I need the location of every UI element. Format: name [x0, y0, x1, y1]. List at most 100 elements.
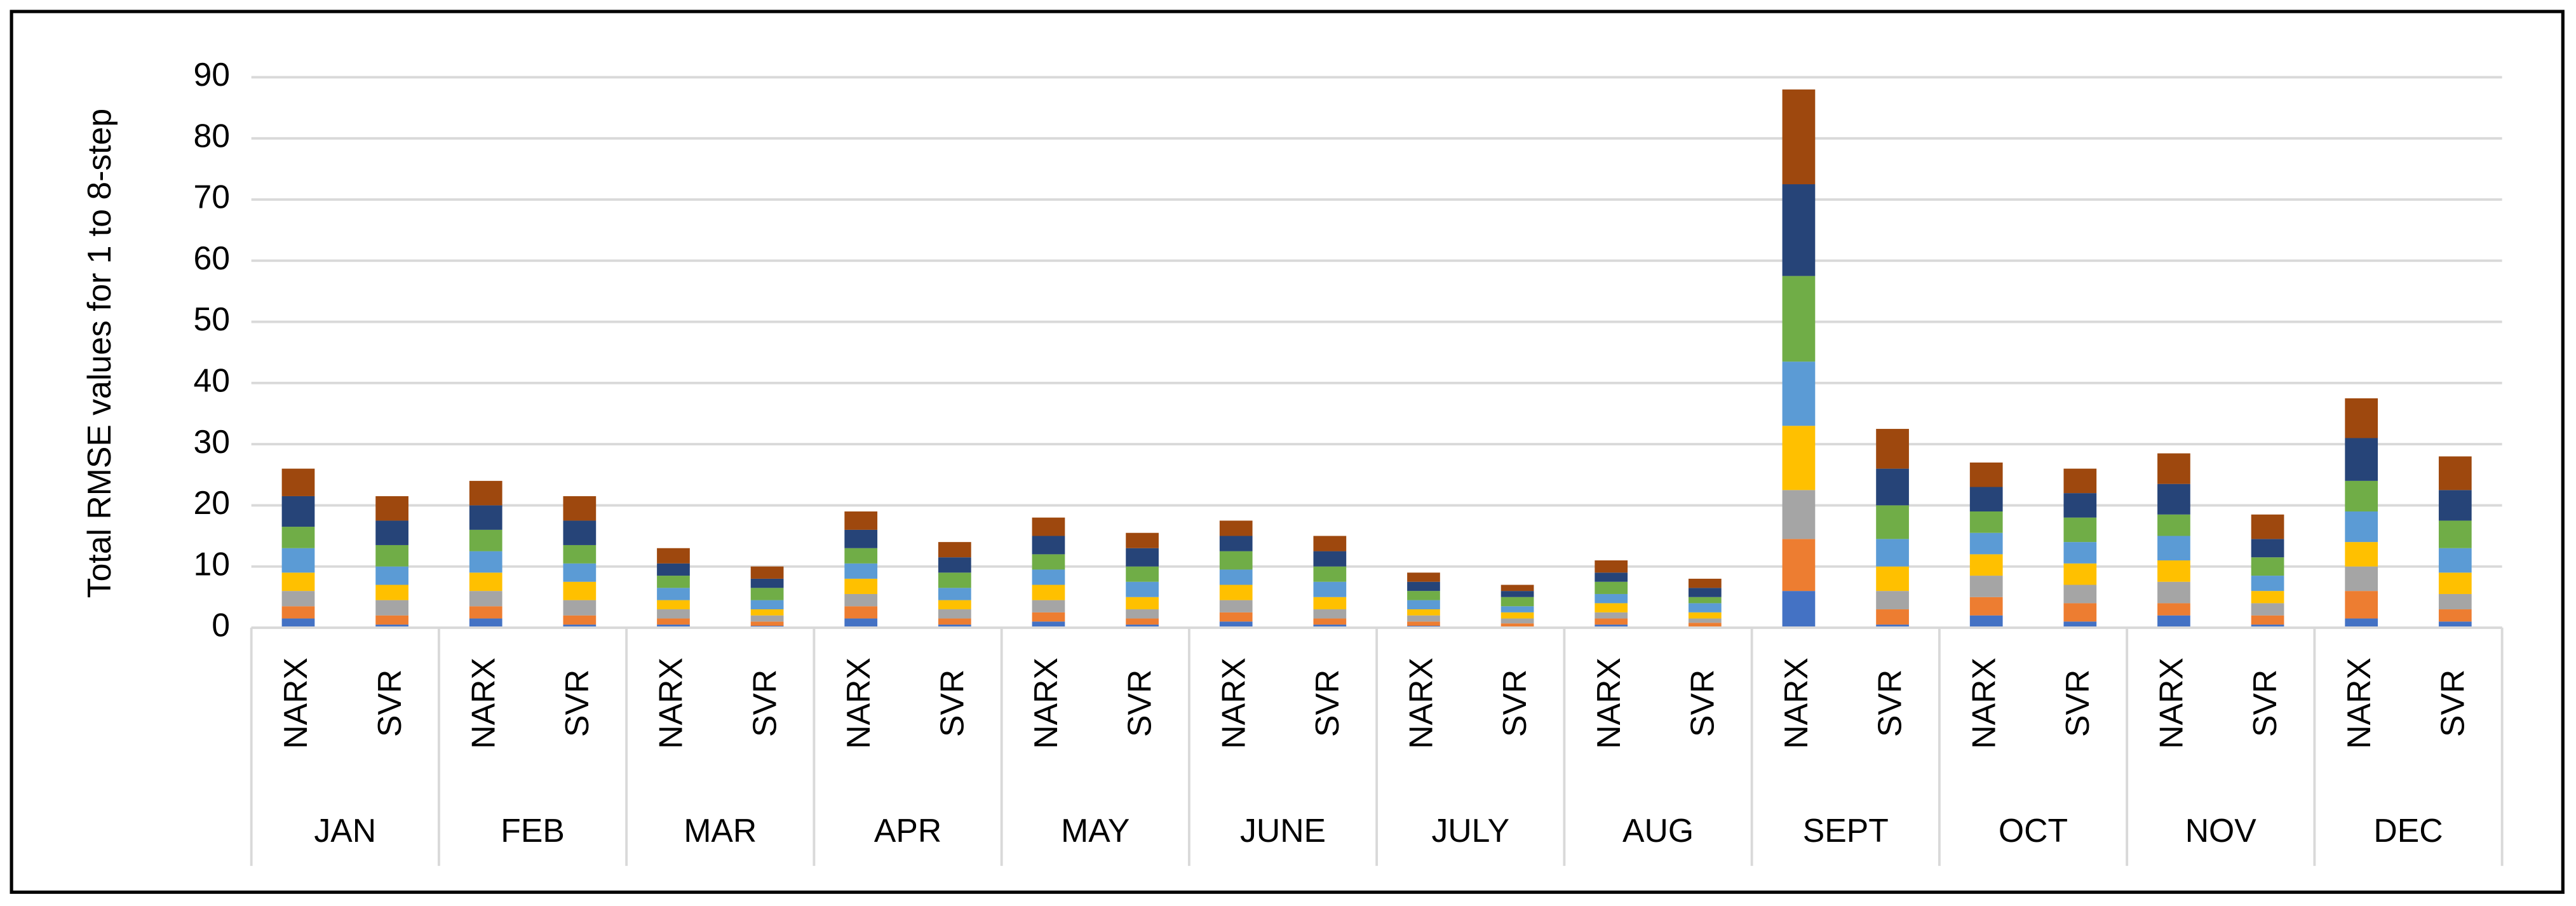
x-tick-label: SVR [1496, 670, 1533, 737]
bar-segment [1595, 603, 1628, 612]
bar-segment [563, 496, 597, 521]
bar-segment [1500, 623, 1534, 626]
bar-segment [2251, 514, 2284, 539]
bar-segment [2438, 621, 2472, 628]
bar-segment [1595, 612, 1628, 619]
y-tick-label: 50 [194, 301, 231, 337]
bar-segment [469, 551, 502, 573]
bar-segment [1126, 581, 1159, 597]
bar-segment [657, 618, 690, 625]
bar-segment [1407, 609, 1440, 616]
bar-segment [750, 615, 784, 622]
bar-segment [1969, 487, 2003, 512]
bar-segment [938, 625, 971, 628]
bar-segment [469, 529, 502, 551]
bar-segment [1969, 615, 2003, 628]
bar-segment [1782, 426, 1816, 490]
bar-segment [1313, 618, 1347, 625]
bar-segment [750, 588, 784, 600]
bar-segment [750, 600, 784, 610]
bar-segment [2438, 456, 2472, 490]
bar-segment [750, 578, 784, 588]
bar-segment [2251, 603, 2284, 616]
bar-segment [1219, 569, 1253, 585]
bar-segment [375, 566, 408, 585]
x-tick-label: SVR [746, 670, 783, 737]
x-tick-label: SVR [1683, 670, 1720, 737]
bar-segment [1500, 612, 1534, 619]
bar-segment [2063, 493, 2097, 518]
bar-segment [1969, 511, 2003, 533]
bar-segment [1126, 548, 1159, 567]
bar-segment [2345, 438, 2378, 481]
bar-segment [469, 505, 502, 530]
x-tick-label: NARX [652, 658, 689, 749]
bar-segment [1782, 591, 1816, 628]
bar-segment [1219, 612, 1253, 622]
bar-segment [844, 606, 878, 619]
chart-border [10, 10, 2565, 894]
bar-segment [563, 581, 597, 600]
bar-segment [1595, 593, 1628, 604]
bar-segment [281, 548, 315, 573]
bar-segment [2251, 615, 2284, 625]
bar-segment [375, 615, 408, 625]
bar-segment [1407, 581, 1440, 592]
bar-segment [1032, 621, 1065, 628]
bar-segment [469, 591, 502, 607]
group-label: MAR [684, 812, 757, 849]
bar-segment [563, 600, 597, 616]
bar-segment [1782, 89, 1816, 185]
bar-segment [2438, 593, 2472, 610]
bar-segment [1595, 625, 1628, 628]
y-tick-label: 80 [194, 117, 231, 154]
y-tick-label: 30 [194, 423, 231, 460]
group-label: JUNE [1240, 812, 1326, 849]
bar-segment [1876, 625, 1909, 628]
bar-segment [375, 600, 408, 616]
group-label: SEPT [1803, 812, 1889, 849]
bar-segment [1219, 621, 1253, 628]
bar-segment [2438, 572, 2472, 594]
x-tick-label: NARX [840, 658, 877, 749]
bar-segment [1500, 606, 1534, 612]
y-tick-label: 60 [194, 240, 231, 276]
x-tick-label: SVR [558, 670, 595, 737]
bar-segment [938, 618, 971, 625]
bar-segment [281, 527, 315, 548]
bar-segment [2438, 548, 2472, 573]
bar-segment [375, 585, 408, 600]
bar-segment [1595, 560, 1628, 573]
bar-segment [2157, 514, 2190, 536]
bar-segment [469, 606, 502, 619]
bar-segment [2157, 453, 2190, 484]
x-tick-label: NARX [1777, 658, 1814, 749]
y-tick-label: 90 [194, 56, 231, 93]
bar-segment [1126, 625, 1159, 628]
bar-segment [1313, 551, 1347, 567]
bar-segment [1500, 585, 1534, 592]
bar-segment [2251, 591, 2284, 604]
group-label: FEB [501, 812, 565, 849]
bar-segment [1688, 597, 1722, 604]
bar-segment [281, 591, 315, 607]
bar-segment [844, 529, 878, 548]
bar-segment [2438, 520, 2472, 548]
bar-segment [1876, 505, 1909, 539]
bar-segment [1782, 184, 1816, 276]
bar-segment [1500, 618, 1534, 624]
bar-segment [1876, 591, 1909, 610]
bar-segment [2063, 542, 2097, 564]
bar-segment [281, 572, 315, 592]
group-label: JAN [314, 812, 376, 849]
bar-segment [1407, 572, 1440, 582]
bar-segment [2157, 615, 2190, 628]
bar-segment [1782, 539, 1816, 592]
y-tick-label: 70 [194, 179, 231, 215]
bar-segment [1126, 597, 1159, 610]
bar-segment [2251, 576, 2284, 592]
x-tick-label: SVR [2059, 670, 2096, 737]
bar-segment [2157, 603, 2190, 616]
